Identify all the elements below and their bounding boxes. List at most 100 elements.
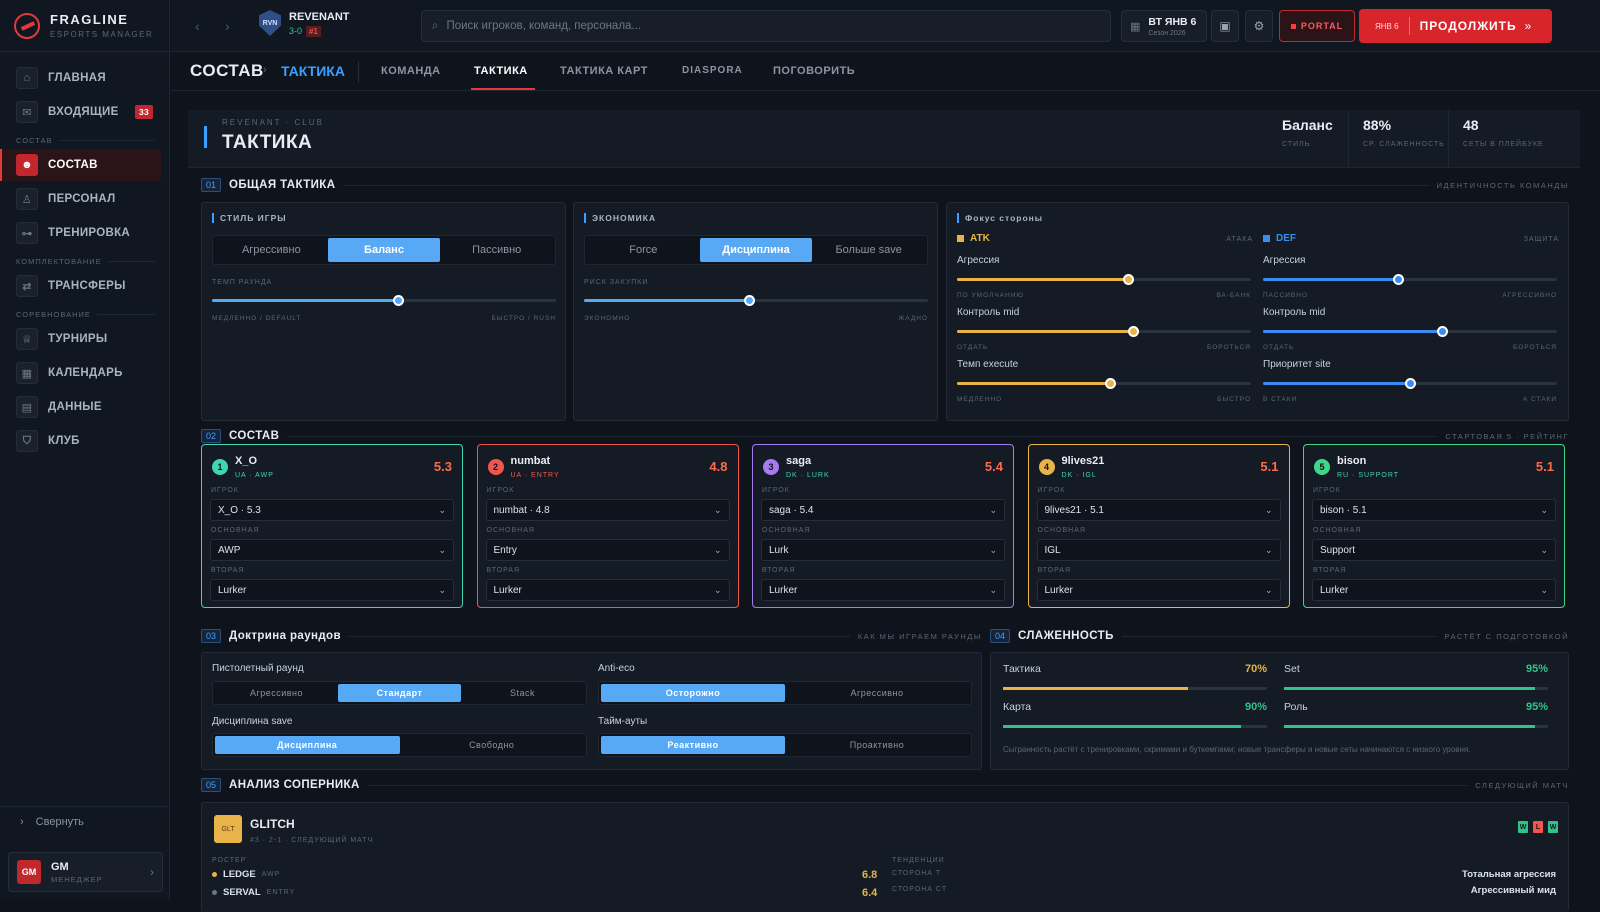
field-label: ОСНОВНАЯ (1037, 527, 1086, 534)
collapse-sidebar-button[interactable]: › Свернуть (0, 806, 170, 836)
fragline-logo-icon (14, 12, 40, 39)
section-caption: РАСТЁТ С ПОДГОТОВКОЙ (1444, 631, 1569, 641)
round-tempo-slider[interactable] (212, 295, 556, 306)
option-passive[interactable]: Пассивно (472, 244, 522, 256)
back-arrow-icon[interactable]: ‹ (195, 18, 200, 34)
option-aggressive[interactable]: Агрессивно (249, 688, 304, 698)
slider-handle[interactable] (1128, 326, 1140, 337)
slider-handle[interactable] (1405, 378, 1416, 389)
settings-button[interactable]: ⚙ (1245, 10, 1273, 42)
sidebar-item-inbox[interactable]: ✉ ВХОДЯЩИЕ 33 (8, 96, 161, 128)
slider-label: Контроль mid (1263, 307, 1326, 318)
slider-handle[interactable] (1122, 274, 1134, 285)
option-standard[interactable]: Стандарт (338, 684, 461, 702)
def-slider[interactable] (1263, 274, 1557, 285)
option-proactive[interactable]: Проактивно (849, 740, 905, 750)
player-card[interactable]: 1 X_O UA · AWP 5.3 ИГРОК X_O · 5.3 ⌄ ОСНО… (201, 444, 463, 608)
breadcrumb-separator-icon: › (263, 64, 267, 76)
def-slider[interactable] (1263, 326, 1557, 337)
continue-button[interactable]: ЯНВ 6 ПРОДОЛЖИТЬ » (1359, 9, 1552, 43)
opponent-player-row[interactable]: SERVAL ENTRY (212, 887, 295, 898)
slider-handle[interactable] (392, 295, 404, 306)
slider-handle[interactable] (744, 295, 756, 306)
sidebar-item-data[interactable]: ▤ ДАННЫЕ (8, 391, 161, 423)
main-role-select[interactable]: Entry ⌄ (485, 539, 730, 561)
pistol-round-selector: Агрессивно Стандарт Stack (212, 681, 587, 705)
option-reactive[interactable]: Реактивно (601, 736, 785, 754)
main-role-select[interactable]: IGL ⌄ (1036, 539, 1281, 561)
main-role-select[interactable]: Support ⌄ (1312, 539, 1556, 561)
slider-min-label: ЭКОНОМНО (584, 315, 631, 322)
sidebar-item-staff[interactable]: ♙ ПЕРСОНАЛ (8, 183, 161, 215)
atk-slider[interactable] (957, 378, 1251, 389)
def-slider[interactable] (1263, 378, 1557, 389)
opponent-logo: GLT (214, 815, 242, 843)
sidebar-item-label: ПЕРСОНАЛ (48, 193, 116, 205)
player-select[interactable]: 9lives21 · 5.1 ⌄ (1036, 499, 1281, 521)
player-select[interactable]: bison · 5.1 ⌄ (1312, 499, 1556, 521)
player-select[interactable]: saga · 5.4 ⌄ (761, 499, 1005, 521)
sidebar-item-calendar[interactable]: ▦ КАЛЕНДАРЬ (8, 357, 161, 389)
sidebar-item-tournaments[interactable]: ♕ ТУРНИРЫ (8, 323, 161, 355)
data-icon: ▤ (16, 396, 38, 418)
option-aggressive[interactable]: Агрессивно (241, 244, 301, 256)
sidebar-item-roster[interactable]: ☻ СОСТАВ (0, 149, 161, 181)
option-free[interactable]: Свободно (469, 740, 515, 750)
slider-handle[interactable] (1393, 274, 1405, 285)
slider-handle[interactable] (1104, 378, 1116, 389)
option-discipline[interactable]: Дисциплина (699, 238, 813, 262)
divider (358, 61, 359, 83)
option-balance[interactable]: Баланс (327, 238, 441, 262)
user-card[interactable]: GM GM МЕНЕДЖЕР › (8, 852, 163, 892)
tab-tactics[interactable]: ТАКТИКА (474, 65, 528, 77)
app-logo[interactable]: FRAGLINE ESPORTS MANAGER (0, 0, 169, 52)
player-select[interactable]: X_O · 5.3 ⌄ (210, 499, 454, 521)
second-role-select[interactable]: Lurker ⌄ (1036, 579, 1281, 601)
team-switcher[interactable]: RVN REVENANT 3-0 #1 (259, 10, 350, 37)
sidebar-item-label: КАЛЕНДАРЬ (48, 367, 123, 379)
opponent-name[interactable]: GLITCH (250, 817, 295, 831)
second-role-select[interactable]: Lurker ⌄ (761, 579, 1005, 601)
round-doctrine-panel: Пистолетный раунд Агрессивно Стандарт St… (201, 652, 982, 770)
sidebar-item-label: ГЛАВНАЯ (48, 72, 106, 84)
save-button[interactable]: ▣ (1211, 10, 1239, 42)
player-card[interactable]: 4 9lives21 DK · IGL 5.1 ИГРОК 9lives21 ·… (1027, 444, 1290, 608)
second-role-select[interactable]: Lurker ⌄ (1312, 579, 1556, 601)
tab-talk[interactable]: ПОГОВОРИТЬ (773, 65, 856, 77)
sidebar-item-home[interactable]: ⌂ ГЛАВНАЯ (8, 62, 161, 94)
second-role-select[interactable]: Lurker ⌄ (210, 579, 454, 601)
option-discipline[interactable]: Дисциплина (215, 736, 400, 754)
tab-team[interactable]: КОМАНДА (381, 65, 441, 77)
sidebar-item-training[interactable]: ⊶ ТРЕНИРОВКА (8, 217, 161, 249)
slider-handle[interactable] (1437, 326, 1449, 337)
player-select[interactable]: numbat · 4.8 ⌄ (485, 499, 730, 521)
option-careful[interactable]: Осторожно (601, 684, 785, 702)
opponent-player-row[interactable]: LEDGE AWP (212, 869, 280, 880)
buy-risk-slider[interactable] (584, 295, 928, 306)
player-card[interactable]: 5 bison RU · SUPPORT 5.1 ИГРОК bison · 5… (1303, 444, 1565, 608)
main-role-select[interactable]: AWP ⌄ (210, 539, 454, 561)
portal-button[interactable]: PORTAL (1279, 10, 1355, 42)
date-display[interactable]: ▦ ВТ ЯНВ 6 Сезон 2026 (1121, 10, 1207, 42)
forward-arrow-icon[interactable]: › (225, 18, 230, 34)
option-stack[interactable]: Stack (509, 688, 535, 698)
option-force[interactable]: Force (629, 244, 658, 256)
player-card[interactable]: 2 numbat UA · ENTRY 4.8 ИГРОК numbat · 4… (476, 444, 739, 608)
search-input[interactable]: ⌕ Поиск игроков, команд, персонала... (421, 10, 1111, 42)
breadcrumb-root[interactable]: СОСТАВ (190, 61, 264, 80)
atk-slider[interactable] (957, 326, 1251, 337)
option-more-save[interactable]: Больше save (835, 244, 902, 256)
tab-diaspora[interactable]: DIASPORA (682, 65, 743, 76)
tab-map-tactics[interactable]: ТАКТИКА КАРТ (560, 65, 648, 77)
sidebar-item-transfers[interactable]: ⇄ ТРАНСФЕРЫ (8, 270, 161, 302)
section-number: 05 (201, 778, 222, 792)
main-role-select[interactable]: Lurk ⌄ (761, 539, 1005, 561)
player-card[interactable]: 3 saga DK · LURK 5.4 ИГРОК saga · 5.4 ⌄ О… (752, 444, 1014, 608)
second-role-select[interactable]: Lurker ⌄ (485, 579, 730, 601)
option-aggressive[interactable]: Агрессивно (850, 688, 904, 698)
sidebar-item-club[interactable]: ⛉ КЛУБ (8, 425, 161, 457)
atk-slider[interactable] (957, 274, 1251, 285)
tendency-value: Тотальная агрессия (1462, 869, 1556, 880)
slider-fill (584, 299, 750, 302)
side-focus-panel: Фокус стороны ATK АТАКА Агрессия ПО УМОЛЧАН… (946, 202, 1569, 421)
